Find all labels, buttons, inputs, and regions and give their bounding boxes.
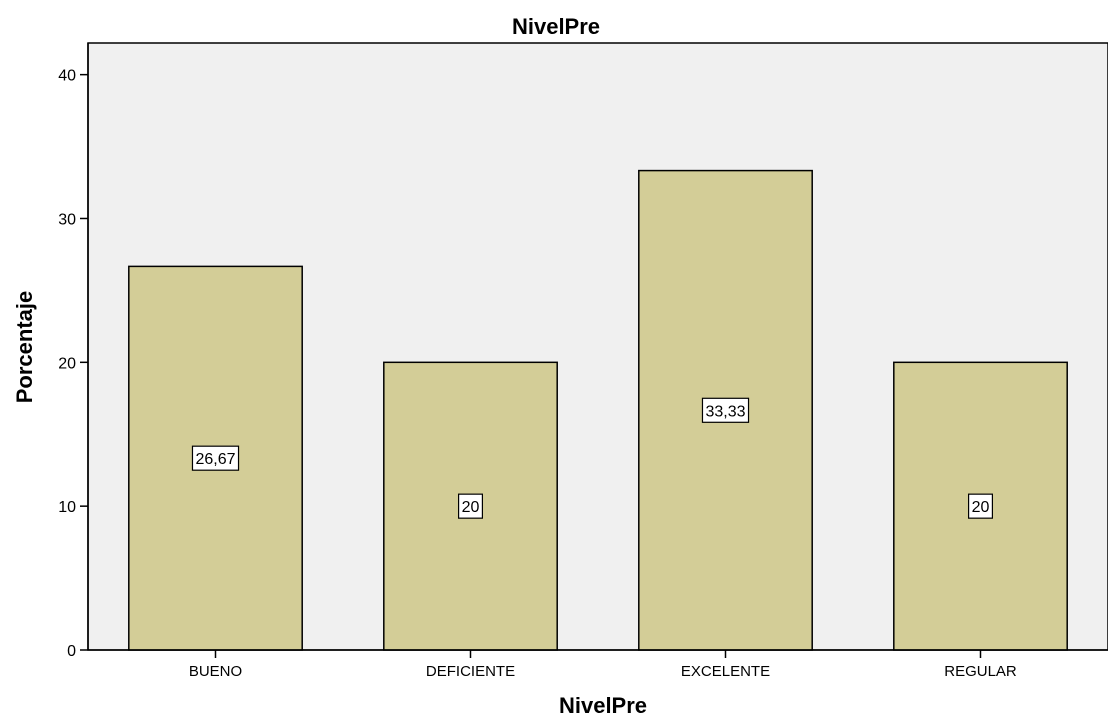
y-tick-label: 0 xyxy=(67,643,76,660)
x-tick-label-regular: REGULAR xyxy=(944,663,1017,680)
y-tick-label: 10 xyxy=(58,499,76,516)
y-tick-label: 30 xyxy=(58,211,76,228)
x-tick-label-deficiente: DEFICIENTE xyxy=(426,663,515,680)
data-label-deficiente: 20 xyxy=(458,493,483,519)
bars: 26,67 20 33,33 20 xyxy=(128,169,1068,651)
data-label-box xyxy=(458,493,483,519)
data-label-bueno: 26,67 xyxy=(191,445,240,471)
x-tick-label-excelente: EXCELENTE xyxy=(681,663,770,680)
data-label-box xyxy=(191,445,240,471)
data-label-text: 20 xyxy=(972,499,990,516)
data-label-excelente: 33,33 xyxy=(701,397,750,423)
x-axis: BUENO DEFICIENTE EXCELENTE REGULAR xyxy=(88,649,1108,680)
data-label-box xyxy=(968,493,993,519)
data-label-text: 33,33 xyxy=(705,403,745,420)
data-label-text: 20 xyxy=(462,499,480,516)
data-label-regular: 20 xyxy=(968,493,993,519)
y-axis-title: Porcentaje xyxy=(12,291,37,404)
data-label-box xyxy=(701,397,750,423)
x-tick-label-bueno: BUENO xyxy=(189,663,242,680)
data-label-text: 26,67 xyxy=(195,451,235,468)
chart-title: NivelPre xyxy=(512,14,600,39)
x-axis-title: NivelPre xyxy=(559,693,647,718)
y-axis: 0 10 20 30 40 xyxy=(58,43,89,660)
y-tick-label: 40 xyxy=(58,68,76,85)
y-tick-label: 20 xyxy=(58,355,76,372)
